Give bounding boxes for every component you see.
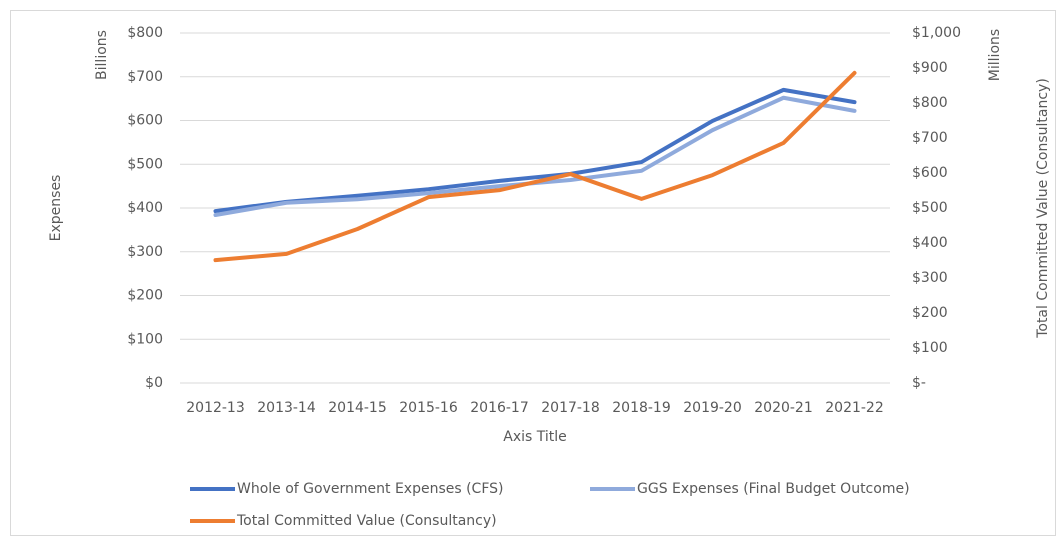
x-tick-label: 2020-21 xyxy=(754,400,813,416)
x-tick-label: 2015-16 xyxy=(399,400,458,416)
y-tick-label: $800 xyxy=(127,25,163,41)
y-tick-label: $600 xyxy=(127,113,163,129)
x-tick-label: 2021-22 xyxy=(825,400,884,416)
y-tick-label: $500 xyxy=(127,156,163,172)
x-axis-title: Axis Title xyxy=(503,429,567,445)
y2-tick-label: $500 xyxy=(912,200,948,216)
chart-frame xyxy=(10,10,1056,536)
y2-tick-label: $100 xyxy=(912,340,948,356)
y2-tick-label: $300 xyxy=(912,270,948,286)
x-tick-label: 2017-18 xyxy=(541,400,600,416)
x-tick-label: 2018-19 xyxy=(612,400,671,416)
series-line xyxy=(213,70,857,263)
y2-tick-label: $700 xyxy=(912,130,948,146)
x-tick-label: 2013-14 xyxy=(257,400,316,416)
y2-tick-label: $800 xyxy=(912,95,948,111)
y2-axis-title: Total Committed Value (Consultancy) xyxy=(1035,78,1051,339)
y-tick-label: $200 xyxy=(127,288,163,304)
y2-tick-label: $200 xyxy=(912,305,948,321)
x-tick-label: 2012-13 xyxy=(186,400,245,416)
y-tick-label: $700 xyxy=(127,69,163,85)
x-tick-label: 2014-15 xyxy=(328,400,387,416)
legend-label: Total Committed Value (Consultancy) xyxy=(236,513,497,529)
legend-label: Whole of Government Expenses (CFS) xyxy=(237,481,504,497)
y-tick-label: $300 xyxy=(127,244,163,260)
y-axis-unit: Billions xyxy=(94,30,110,80)
y-tick-label: $400 xyxy=(127,200,163,216)
series-line xyxy=(213,87,857,214)
y-tick-label: $0 xyxy=(145,375,163,391)
x-tick-label: 2016-17 xyxy=(470,400,529,416)
y-axis-title: Expenses xyxy=(48,175,64,242)
y2-tick-label: $1,000 xyxy=(912,25,961,41)
y2-tick-label: $- xyxy=(912,375,926,391)
y2-axis-unit: Millions xyxy=(987,29,1003,81)
y2-tick-label: $400 xyxy=(912,235,948,251)
legend-label: GGS Expenses (Final Budget Outcome) xyxy=(637,481,910,497)
y2-tick-label: $600 xyxy=(912,165,948,181)
y-tick-label: $100 xyxy=(127,331,163,347)
x-tick-label: 2019-20 xyxy=(683,400,742,416)
series-line xyxy=(213,95,857,217)
y2-tick-label: $900 xyxy=(912,60,948,76)
